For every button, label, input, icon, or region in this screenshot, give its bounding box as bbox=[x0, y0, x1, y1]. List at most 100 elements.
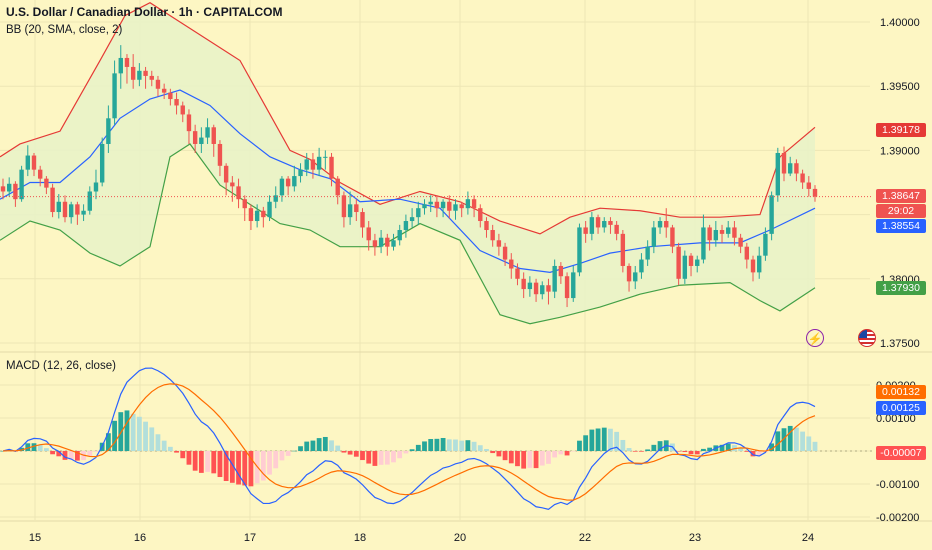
macd-histogram-bar bbox=[248, 451, 254, 487]
candle-body bbox=[236, 186, 241, 200]
candle-body bbox=[192, 131, 198, 144]
candle-body bbox=[211, 127, 216, 144]
us-flag-event-icon[interactable] bbox=[858, 329, 876, 347]
time-tick-label: 17 bbox=[244, 532, 256, 544]
macd-histogram-bar bbox=[161, 440, 167, 451]
price-tick-label: 1.40000 bbox=[880, 17, 920, 29]
candle-body bbox=[428, 201, 433, 205]
macd-histogram-bar bbox=[471, 441, 477, 451]
candle-body bbox=[248, 208, 254, 222]
macd-histogram-bar bbox=[620, 439, 626, 451]
macd-histogram-bar bbox=[322, 436, 328, 451]
macd-histogram-bar bbox=[806, 436, 812, 451]
macd-histogram-bar bbox=[682, 451, 688, 453]
candle-body bbox=[168, 92, 173, 100]
macd-histogram-bar bbox=[372, 451, 378, 466]
candle-body bbox=[645, 246, 650, 260]
macd-histogram-bar bbox=[136, 416, 142, 451]
candle-body bbox=[608, 221, 613, 225]
candle-body bbox=[781, 152, 787, 174]
macd-histogram-bar bbox=[533, 451, 539, 469]
candle-body bbox=[664, 221, 669, 228]
candle-body bbox=[719, 230, 725, 234]
macd-histogram-bar bbox=[651, 444, 657, 451]
candle-body bbox=[564, 276, 570, 299]
candle-body bbox=[738, 237, 743, 247]
macd-histogram-bar bbox=[279, 451, 285, 461]
macd-histogram-bar bbox=[800, 431, 806, 451]
candle-body bbox=[775, 152, 781, 196]
macd-histogram-bar bbox=[440, 437, 446, 451]
candle-body bbox=[298, 169, 303, 177]
macd-histogram-bar bbox=[521, 451, 527, 469]
macd-histogram-bar bbox=[180, 451, 186, 459]
macd-histogram-bar bbox=[508, 451, 514, 464]
lightning-event-icon[interactable]: ⚡ bbox=[806, 329, 824, 347]
candle-body bbox=[335, 178, 340, 196]
macd-histogram-bar bbox=[167, 446, 173, 451]
candle-body bbox=[726, 227, 731, 234]
macd-histogram-bar bbox=[459, 440, 465, 451]
macd-histogram-bar bbox=[552, 451, 558, 458]
candle-body bbox=[0, 186, 6, 192]
candle-body bbox=[496, 240, 502, 247]
candle-body bbox=[639, 259, 644, 273]
candle-body bbox=[19, 169, 24, 200]
macd-histogram-bar bbox=[589, 429, 595, 451]
candle-body bbox=[130, 66, 136, 80]
candle-body bbox=[459, 204, 464, 209]
macd-histogram-bar bbox=[732, 445, 737, 451]
candle-body bbox=[304, 159, 309, 170]
macd-histogram-bar bbox=[688, 451, 694, 455]
candle-body bbox=[713, 230, 719, 241]
macd-indicator-label[interactable]: MACD (12, 26, close) bbox=[6, 360, 116, 372]
time-tick-label: 20 bbox=[454, 532, 466, 544]
candle-body bbox=[347, 204, 353, 218]
macd-histogram-bar bbox=[391, 451, 396, 463]
candle-body bbox=[161, 88, 167, 93]
candle-body bbox=[372, 240, 378, 247]
candle-body bbox=[750, 259, 756, 273]
candle-body bbox=[447, 201, 452, 211]
candle-body bbox=[261, 210, 266, 218]
bb-indicator-label[interactable]: BB (20, SMA, close, 2) bbox=[6, 24, 123, 36]
candle-body bbox=[502, 246, 508, 260]
candle-body bbox=[13, 183, 18, 200]
candle-body bbox=[527, 282, 533, 290]
candle-body bbox=[360, 212, 365, 228]
macd-histogram-bar bbox=[304, 441, 310, 451]
bb-fill bbox=[0, 2, 815, 324]
signal-line bbox=[2, 383, 816, 501]
candle-body bbox=[695, 259, 700, 266]
candle-body bbox=[540, 285, 545, 295]
macd-histogram-bar bbox=[347, 451, 353, 455]
macd-histogram-bar bbox=[595, 428, 601, 451]
bb-middle-line bbox=[0, 89, 816, 273]
macd-histogram-bar bbox=[707, 447, 713, 451]
candle-body bbox=[230, 182, 235, 187]
candle-body bbox=[273, 195, 278, 202]
candle-body bbox=[81, 210, 86, 215]
candle-body bbox=[99, 143, 105, 183]
candle-body bbox=[546, 285, 551, 292]
macd-histogram-bar bbox=[360, 451, 365, 461]
macd-histogram-bar bbox=[0, 451, 6, 452]
candle-body bbox=[806, 182, 812, 189]
candle-body bbox=[794, 163, 799, 174]
candle-body bbox=[515, 268, 520, 279]
candle-body bbox=[409, 217, 415, 222]
candle-body bbox=[205, 127, 210, 138]
candle-body bbox=[254, 210, 260, 222]
macd-histogram-bar bbox=[781, 428, 787, 451]
candle-body bbox=[292, 176, 297, 187]
time-tick-label: 22 bbox=[579, 532, 591, 544]
candle-body bbox=[44, 178, 49, 188]
candle-body bbox=[31, 155, 37, 170]
bb-upper-line bbox=[0, 2, 816, 235]
candle-body bbox=[391, 240, 396, 247]
candle-body bbox=[112, 73, 117, 119]
candle-body bbox=[341, 195, 347, 218]
candle-body bbox=[68, 204, 74, 218]
macd-histogram-bar bbox=[236, 451, 241, 485]
